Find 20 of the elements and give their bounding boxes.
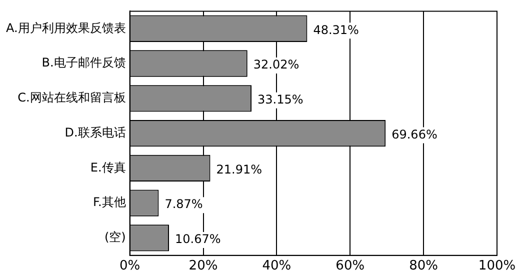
y-tick-label: (空) [104,230,126,244]
data-label: 69.66% [392,127,438,142]
x-tick-label: 20% [188,258,218,274]
x-tick-label: 100% [478,258,516,274]
x-tick-label: 60% [336,258,365,274]
y-tick-label: D.联系电话 [64,125,126,140]
y-tick-label: E.传真 [90,160,126,174]
y-tick-label: A.用户利用效果反馈表 [6,20,126,35]
data-label: 33.15% [258,92,304,107]
x-tick-label: 40% [262,258,292,274]
data-label: 21.91% [216,162,262,176]
y-tick-label: B.电子邮件反馈 [42,56,126,70]
data-label: 10.67% [174,232,221,246]
y-tick-label: C.网站在线和留言板 [18,90,126,105]
data-label: 7.87% [164,197,203,212]
data-label: 48.31% [313,22,359,37]
y-tick-label: F.其他 [93,195,126,210]
x-tick-label: 0% [120,258,140,274]
data-label: 32.02% [253,58,300,72]
x-tick-label: 80% [409,258,438,274]
